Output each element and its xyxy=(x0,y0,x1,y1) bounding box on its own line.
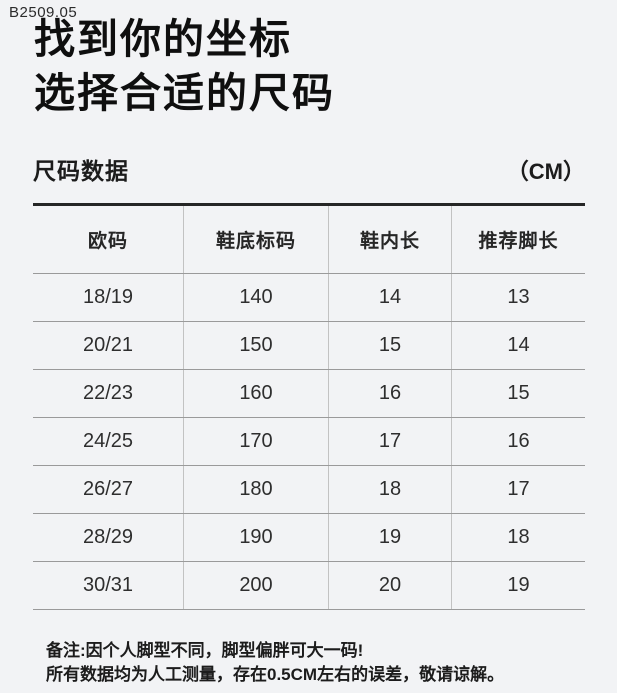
footnote: 备注:因个人脚型不同，脚型偏胖可大一码! 所有数据均为人工测量，存在0.5CM左… xyxy=(46,639,504,686)
column-header-foot-length: 推荐脚长 xyxy=(478,231,559,252)
table-row: 22/23 160 16 15 xyxy=(33,370,585,418)
column-header-sole-code: 鞋底标码 xyxy=(184,206,329,273)
table-cell: 140 xyxy=(184,274,329,321)
table-cell: 160 xyxy=(184,370,329,417)
table-cell: 28/29 xyxy=(33,514,184,561)
table-cell: 170 xyxy=(184,418,329,465)
table-cell: 26/27 xyxy=(33,466,184,513)
table-cell: 22/23 xyxy=(33,370,184,417)
table-row: 28/29 190 19 18 xyxy=(33,514,585,562)
table-cell: 18/19 xyxy=(33,274,184,321)
table-cell: 13 xyxy=(507,286,530,308)
table-cell: 14 xyxy=(507,334,530,356)
footnote-line-1: 备注:因个人脚型不同，脚型偏胖可大一码! xyxy=(46,641,364,660)
table-cell: 190 xyxy=(184,514,329,561)
table-cell: 14 xyxy=(329,274,452,321)
table-row: 30/31 200 20 19 xyxy=(33,562,585,610)
table-cell: 15 xyxy=(329,322,452,369)
table-cell: 30/31 xyxy=(33,562,184,609)
table-cell: 19 xyxy=(507,574,530,596)
table-cell: 200 xyxy=(184,562,329,609)
table-row: 26/27 180 18 17 xyxy=(33,466,585,514)
table-row: 20/21 150 15 14 xyxy=(33,322,585,370)
footnote-line-2: 所有数据均为人工测量，存在0.5CM左右的误差，敬请谅解。 xyxy=(46,664,505,684)
table-cell: 20 xyxy=(329,562,452,609)
table-header-row: 欧码 鞋底标码 鞋内长 推荐脚长 xyxy=(33,206,585,274)
product-code: B2509.05 xyxy=(9,4,78,21)
table-cell: 16 xyxy=(329,370,452,417)
table-section-label: 尺码数据 xyxy=(33,158,129,184)
table-section-header: 尺码数据 （CM） xyxy=(33,152,585,186)
page-title-line-1: 找到你的坐标 xyxy=(34,16,292,62)
table-cell: 17 xyxy=(329,418,452,465)
column-header-inner-length: 鞋内长 xyxy=(329,206,452,273)
size-table: 欧码 鞋底标码 鞋内长 推荐脚长 18/19 140 14 13 20/21 150 15 1… xyxy=(33,203,585,610)
table-row: 24/25 170 17 16 xyxy=(33,418,585,466)
page-title: 找到你的坐标 选择合适的尺码 xyxy=(34,12,335,120)
table-cell: 180 xyxy=(184,466,329,513)
table-cell: 16 xyxy=(507,430,530,452)
page-title-line-2: 选择合适的尺码 xyxy=(34,70,335,116)
table-cell: 24/25 xyxy=(33,418,184,465)
table-row: 18/19 140 14 13 xyxy=(33,274,585,322)
table-unit-label: （CM） xyxy=(506,159,585,184)
table-body: 18/19 140 14 13 20/21 150 15 14 22/23 160 16 15 24/2… xyxy=(33,274,585,610)
table-cell: 20/21 xyxy=(33,322,184,369)
table-cell: 19 xyxy=(329,514,452,561)
table-cell: 150 xyxy=(184,322,329,369)
column-header-eu-size: 欧码 xyxy=(33,206,184,273)
table-cell: 17 xyxy=(507,478,530,500)
table-cell: 18 xyxy=(507,526,530,548)
table-cell: 15 xyxy=(507,382,530,404)
table-cell: 18 xyxy=(329,466,452,513)
